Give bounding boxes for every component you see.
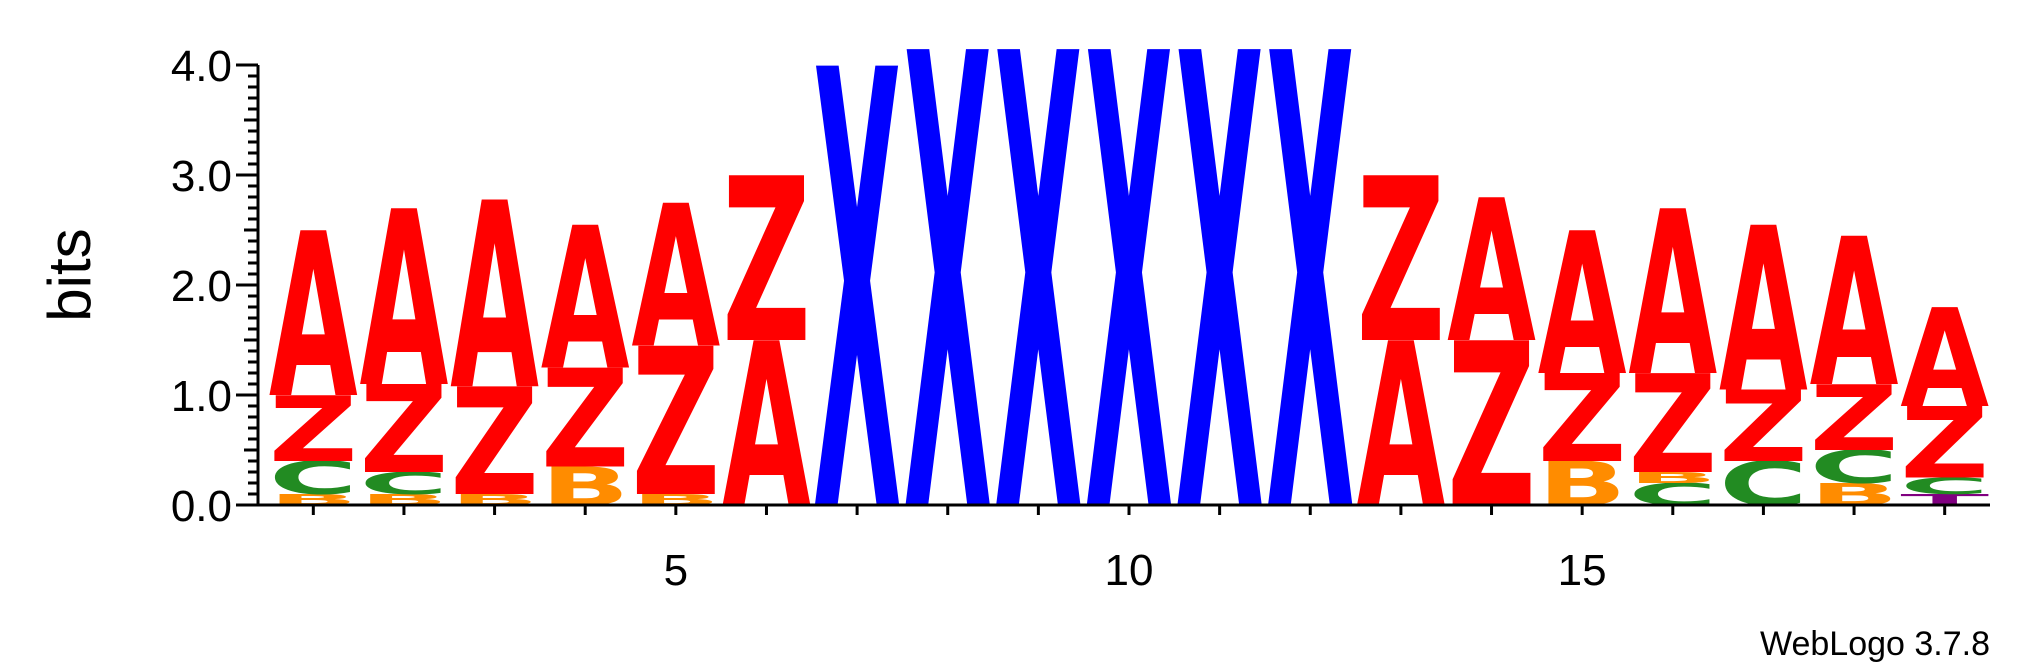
- glyph-b: B: [1628, 469, 1717, 487]
- logo-column-7: X: [813, 0, 902, 648]
- glyph-c: C: [1900, 473, 1989, 499]
- x-tick-label: 5: [664, 546, 688, 595]
- glyph-z: Z: [1719, 371, 1808, 485]
- y-axis: 0.0 1.0 2.0 3.0 4.0: [171, 42, 260, 531]
- glyph-z: Z: [541, 342, 630, 499]
- glyph-x: X: [903, 0, 992, 653]
- logo-column-12: X: [1266, 0, 1355, 653]
- glyph-a: A: [1356, 297, 1445, 559]
- glyph-a: A: [1810, 196, 1899, 433]
- glyph-a: A: [1628, 165, 1717, 427]
- glyph-x: X: [994, 0, 1083, 653]
- weblogo-credit: WebLogo 3.7.8: [1760, 625, 1990, 663]
- y-tick-label: 1.0: [171, 372, 232, 421]
- glyph-z: Z: [450, 357, 539, 529]
- glyph-c: C: [1810, 441, 1899, 494]
- y-tick-label: 0.0: [171, 482, 232, 531]
- logo-column-9: X: [994, 0, 1083, 653]
- x-tick-label: 10: [1105, 546, 1154, 595]
- logo-column-15: BZA: [1538, 191, 1627, 519]
- glyph-a: A: [1538, 191, 1627, 419]
- y-tick-label: 4.0: [171, 42, 232, 91]
- logo-column-4: BZA: [541, 186, 630, 518]
- glyph-a: A: [631, 164, 720, 392]
- logo-column-8: X: [903, 0, 992, 653]
- glyph-x: X: [1085, 0, 1174, 653]
- logo-column-5: BZA: [631, 164, 720, 543]
- glyph-a: A: [360, 160, 449, 441]
- glyph-c: C: [269, 452, 358, 505]
- logo-column-17: CZA: [1719, 182, 1808, 520]
- glyph-a: A: [1900, 282, 1989, 439]
- logo-column-13: AZ: [1356, 132, 1445, 559]
- glyph-a: A: [450, 150, 539, 448]
- x-axis: 5 10 15: [258, 503, 1990, 595]
- glyph-c: C: [360, 466, 449, 501]
- glyph-x: X: [1266, 0, 1355, 653]
- glyph-x: X: [1175, 0, 1264, 653]
- glyph-a: A: [269, 187, 358, 449]
- glyph-a: A: [1447, 158, 1536, 386]
- glyph-a: A: [541, 186, 630, 414]
- glyph-z: Z: [1356, 132, 1445, 394]
- glyph-z: Z: [1900, 387, 1989, 501]
- y-axis-title: bits: [36, 228, 103, 321]
- glyph-z: Z: [360, 360, 449, 500]
- glyph-z: Z: [1810, 367, 1899, 472]
- y-tick-label: 3.0: [171, 152, 232, 201]
- y-tick-label: 2.0: [171, 262, 232, 311]
- logo-column-3: BZA: [450, 150, 539, 529]
- glyph-a: A: [722, 297, 811, 559]
- glyph-z: Z: [1447, 297, 1536, 559]
- logo-column-14: ZA: [1447, 158, 1536, 559]
- logo-column-10: X: [1085, 0, 1174, 653]
- glyph-z: Z: [269, 378, 358, 483]
- logo-column-6: AZ: [722, 132, 811, 559]
- glyph-z: Z: [722, 132, 811, 394]
- glyph-x: X: [813, 0, 902, 648]
- glyph-z: Z: [1538, 349, 1627, 489]
- logo-column-11: X: [1175, 0, 1264, 653]
- glyph-a: A: [1719, 182, 1808, 444]
- glyph-z: Z: [1628, 348, 1717, 505]
- x-tick-label: 15: [1558, 546, 1607, 595]
